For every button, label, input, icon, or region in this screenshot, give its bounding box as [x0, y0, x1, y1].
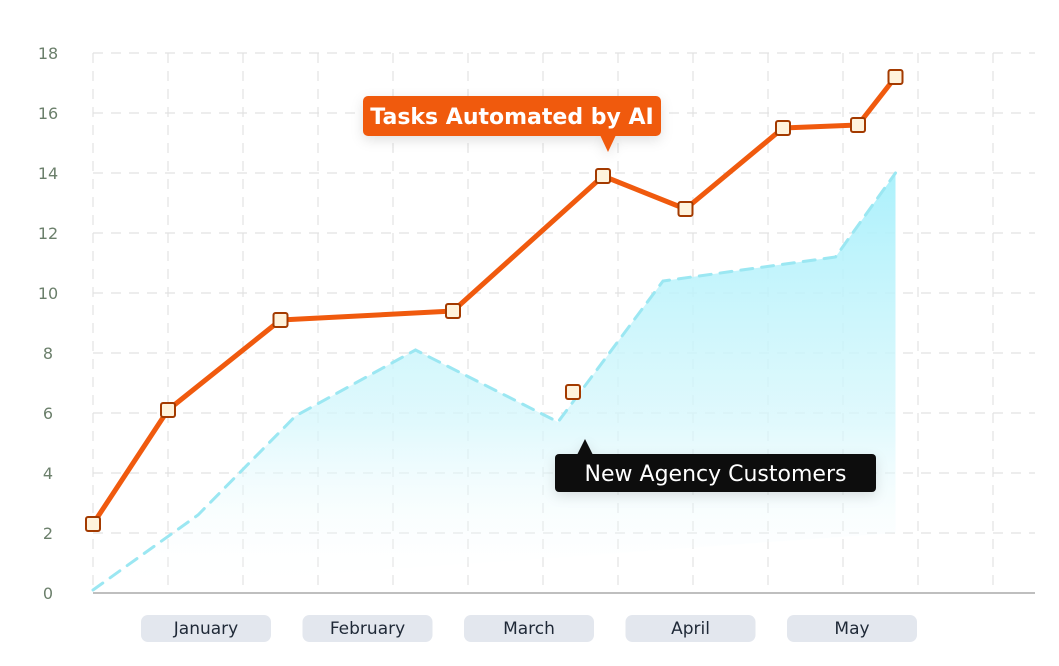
tasks-automated-marker [160, 402, 176, 418]
legend-callout-new-agency-customers: New Agency Customers [555, 439, 876, 492]
y-tick-label: 12 [38, 224, 58, 243]
y-tick-label: 14 [38, 164, 58, 183]
legend-callout-tasks-automated: Tasks Automated by AI [363, 96, 661, 152]
x-category-pill [787, 615, 917, 642]
y-tick-label: 16 [38, 104, 58, 123]
x-category-pill [141, 615, 271, 642]
tasks-automated-marker [595, 168, 611, 184]
x-category-pill [302, 615, 433, 642]
series-new-agency-customers-area [93, 173, 896, 591]
legend-label-new-agency-customers: New Agency Customers [585, 462, 847, 487]
x-axis-category-labels: January February March April May [141, 615, 917, 642]
x-category-label: May [834, 619, 869, 639]
tasks-automated-marker [850, 117, 866, 133]
y-tick-label: 2 [43, 524, 53, 543]
x-category-label: January [173, 619, 238, 639]
tasks-automated-marker [445, 303, 461, 319]
series-new-agency-customers-line [91, 171, 897, 592]
tasks-automated-marker [85, 516, 101, 532]
tasks-automated-marker [272, 312, 289, 328]
y-axis: 0 2 4 6 8 10 12 14 16 18 [38, 44, 58, 603]
y-tick-label: 18 [38, 44, 58, 63]
legend-label-tasks-automated: Tasks Automated by AI [370, 105, 653, 130]
x-category-label: April [671, 619, 710, 639]
series-tasks-automated-markers [85, 69, 904, 532]
x-category-label: February [330, 619, 405, 639]
tasks-automated-marker [775, 120, 791, 136]
tasks-automated-marker [887, 69, 904, 85]
y-tick-label: 6 [43, 404, 53, 423]
y-tick-label: 0 [43, 584, 53, 603]
y-tick-label: 4 [43, 464, 53, 483]
x-category-pill [625, 615, 756, 642]
new-agency-customers-marker [565, 384, 581, 400]
y-tick-label: 8 [43, 344, 53, 363]
x-category-pill [464, 615, 594, 642]
x-category-label: March [503, 619, 555, 639]
y-tick-label: 10 [38, 284, 58, 303]
tasks-automated-marker [677, 201, 694, 217]
